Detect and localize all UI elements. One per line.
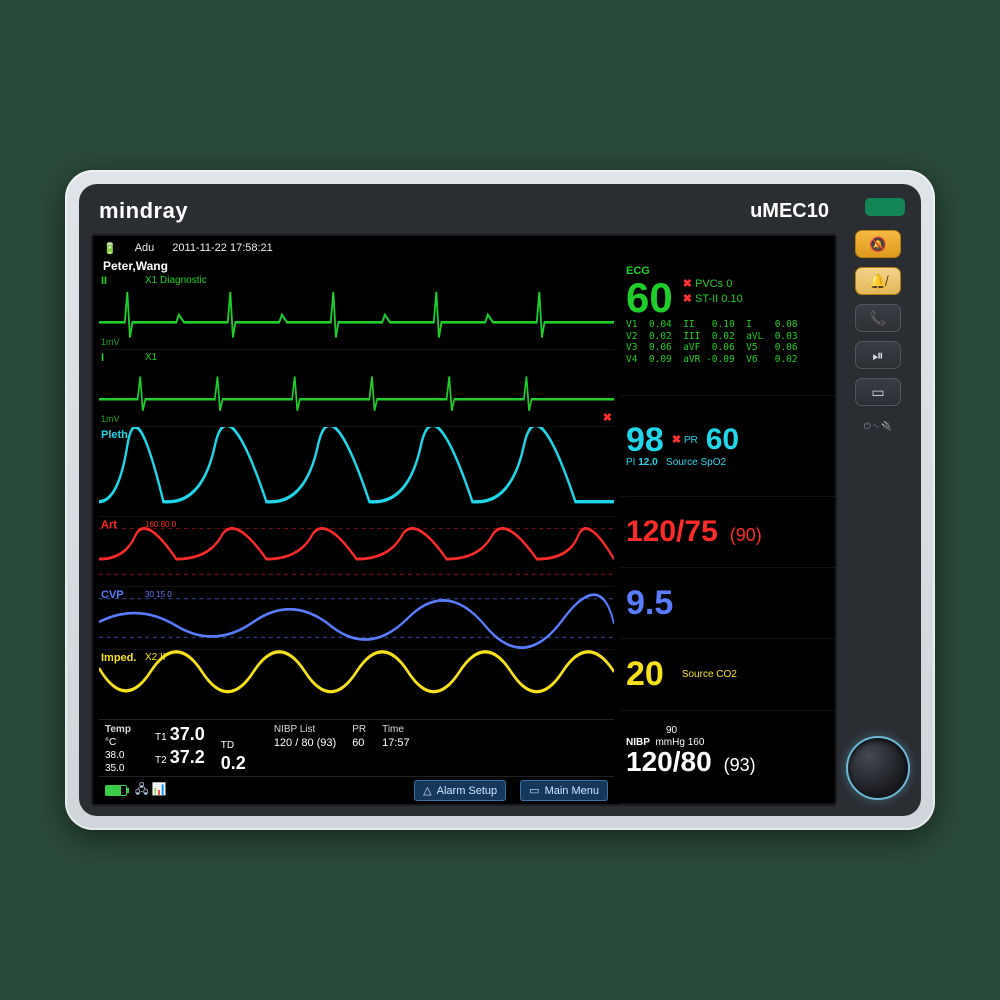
- battery-icon: 🔋: [103, 242, 117, 255]
- cvp-value: 9.5: [626, 586, 829, 620]
- nibp-mean: (93): [724, 755, 756, 776]
- bell-off-icon: 🔔̸: [869, 273, 886, 290]
- alert-icon: ✖: [683, 278, 692, 290]
- pr-value: 60: [706, 425, 739, 455]
- freeze-icon: ⏯: [872, 347, 883, 364]
- alarm-silence-button[interactable]: 🔕: [855, 230, 901, 258]
- power-indicators: ⏻ ∿ 🔌: [864, 421, 893, 432]
- nibp-list-value: 120 / 80 (93): [274, 737, 336, 749]
- temp-t1: 37.0: [170, 724, 205, 744]
- nibp-value: 120/80: [626, 748, 712, 776]
- rotary-knob[interactable]: [846, 736, 910, 800]
- track-cvp: CVP 30 15 0: [99, 587, 614, 650]
- patient-name: Peter,Wang: [99, 259, 614, 273]
- screen: 🔋 Adu 2011-11-22 17:58:21 Peter,Wang II …: [91, 234, 837, 806]
- art-mean: (90): [730, 525, 762, 546]
- freeze-button[interactable]: ⏯: [855, 341, 901, 369]
- mute-bell-icon: 🔕: [869, 236, 886, 253]
- model-label: uMEC10: [750, 200, 829, 223]
- track-ecg-i: I X1 1mV ✖: [99, 350, 614, 427]
- bell-icon: △: [423, 784, 431, 797]
- alarm-setup-button[interactable]: △ Alarm Setup: [414, 780, 506, 801]
- alert-icon: ✖: [603, 411, 612, 424]
- device-inner: mindray uMEC10 🔋 Adu 2011-11-22 17:58:21…: [79, 184, 921, 816]
- footer: 🖧 📊 △ Alarm Setup ▭ Main Menu: [99, 776, 614, 804]
- main-menu-button[interactable]: ▭ Main Menu: [520, 780, 608, 801]
- menu-icon: ▭: [529, 784, 539, 797]
- track-resp: Imped. X2 II: [99, 650, 614, 719]
- art-value: 120/75: [626, 517, 718, 547]
- device-frame: mindray uMEC10 🔋 Adu 2011-11-22 17:58:21…: [65, 170, 935, 830]
- track-art: Art 160 80 0: [99, 517, 614, 587]
- resp-value: 20: [626, 657, 664, 691]
- alarm-pause-button[interactable]: 🔔̸: [855, 267, 901, 295]
- print-button[interactable]: ▭: [855, 378, 901, 406]
- track-label: II: [101, 275, 107, 287]
- alert-icon: ✖: [683, 293, 692, 305]
- track-ecg-ii: II X1 Diagnostic 1mV: [99, 273, 614, 350]
- spo2-value: 98: [626, 423, 664, 457]
- alert-icon: ✖: [672, 434, 681, 446]
- st-grid: V1 0.04 II 0.10 I 0.08 V2 0.02 III 0.02 …: [626, 319, 829, 367]
- battery-level-icon: [105, 785, 127, 796]
- cuff-icon: 📞: [869, 310, 886, 327]
- nibp-start-button[interactable]: 📞: [855, 304, 901, 332]
- mode-label: Adu: [135, 242, 155, 255]
- track-pleth: Pleth: [99, 427, 614, 518]
- network-icon: 🖧 📊: [135, 780, 167, 801]
- temp-t2: 37.2: [170, 747, 205, 767]
- alarm-light: [865, 198, 905, 216]
- brand-logo: mindray: [99, 198, 188, 224]
- hardware-panel: 🔕 🔔̸ 📞 ⏯ ▭ ⏻ ∿ 🔌: [837, 194, 909, 806]
- bottom-band: Temp °C 38.0 35.0 T1 37.0 T2 37.2 TD 0.2…: [99, 719, 614, 776]
- datetime-label: 2011-11-22 17:58:21: [172, 242, 273, 255]
- temp-td: 0.2: [221, 753, 246, 774]
- hr-value: 60: [626, 277, 673, 319]
- metrics-column: ECG 60 ✖ PVCs 0 ✖ ST-II 0.10 V1 0.04 II …: [620, 236, 835, 804]
- screen-icon: ▭: [871, 384, 884, 401]
